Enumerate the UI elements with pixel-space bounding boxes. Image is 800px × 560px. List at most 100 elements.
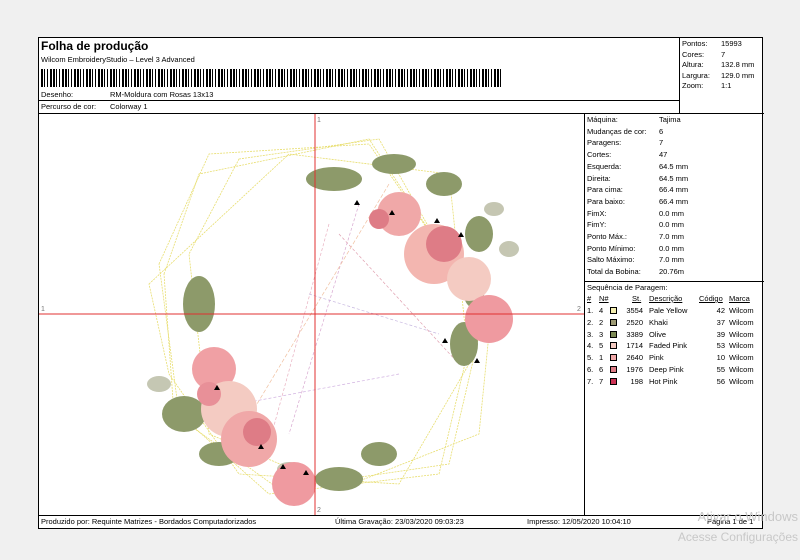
machine-info-label: FimX: [587, 208, 607, 218]
sequence-table: # N# St. Descrição Código Marca 1. 4 3554 Pale Ye… [587, 293, 763, 393]
roses [192, 192, 513, 506]
machine-info-label: FimY: [587, 220, 607, 230]
sequence-row: 5. 1 2640 Pink 10 Wilcom [587, 352, 767, 364]
machine-info-value: 64.5 mm [659, 173, 689, 183]
summary-label: Altura: [682, 60, 704, 69]
summary-value: 1:1 [721, 81, 732, 90]
sequence-cell-brand: Wilcom [729, 306, 754, 315]
machine-info-value: 47 [659, 150, 668, 160]
sequence-cell-code: 39 [716, 329, 725, 339]
sequence-header-row: # N# St. Descrição Código Marca [587, 293, 767, 305]
summary-value: 132.8 mm [721, 60, 755, 69]
machine-info-value: 0.0 mm [659, 208, 685, 218]
machine-info-value: 7.0 mm [659, 232, 685, 241]
sequence-cell-brand: Wilcom [729, 341, 754, 351]
sequence-cell-code: 55 [716, 365, 725, 374]
sequence-cell-st: 3554 [626, 306, 643, 315]
sequence-cell-brand: Wilcom [729, 365, 754, 374]
sequence-cell-desc: Hot Pink [649, 376, 678, 386]
sequence-row: 6. 6 1976 Deep Pink 55 Wilcom [587, 364, 767, 376]
colorway-value: Colorway 1 [110, 102, 148, 111]
barcode [41, 69, 503, 87]
jump-stitch-lines [238, 183, 460, 445]
colorway-label: Percurso de cor: [41, 102, 97, 111]
sequence-row: 4. 5 1714 Faded Pink 53 Wilcom [587, 340, 767, 352]
sequence-header-cell: Código [699, 294, 723, 303]
summary-value: 7 [721, 49, 726, 59]
sequence-cell-desc: Faded Pink [649, 341, 687, 351]
sequence-cell-n: 2 [599, 317, 604, 327]
sequence-cell-num: 7. [587, 376, 594, 386]
summary-label: Cores: [682, 49, 705, 59]
sequence-cell-code: 42 [716, 306, 725, 315]
activation-watermark-subtitle: Acesse Configurações [677, 530, 798, 544]
thread-color-swatch [610, 366, 617, 373]
summary-value: 15993 [721, 39, 742, 48]
sequence-cell-code: 56 [716, 376, 725, 386]
sequence-header-cell: Marca [729, 294, 750, 303]
sequence-cell-code: 37 [716, 317, 725, 327]
summary-value: 129.0 mm [721, 70, 755, 80]
machine-info-value: 0.0 mm [659, 243, 685, 253]
sequence-header-cell: N# [599, 294, 609, 303]
design-summary: Pontos: 15993 Cores: 7 Altura: 132.8 mm Largur… [682, 39, 762, 111]
machine-info-label: Para cima: [587, 185, 623, 195]
sequence-cell-num: 4. [587, 341, 594, 351]
sequence-cell-desc: Pale Yellow [649, 306, 688, 315]
activation-watermark-title: Ativar o Windows [697, 509, 798, 524]
sequence-cell-n: 7 [599, 376, 604, 386]
machine-info-value: 0.0 mm [659, 220, 685, 230]
machine-info-value: Tajima [659, 115, 681, 124]
machine-info-label: Salto Máximo: [587, 255, 635, 265]
stitch-markers [214, 200, 480, 475]
machine-info-value: 66.4 mm [659, 196, 689, 206]
footer-last-saved: Última Gravação: 23/03/2020 09:03:23 [335, 517, 464, 526]
footer-page: Página 1 de 1 [707, 517, 754, 526]
production-sheet: Folha de produção Wilcom EmbroideryStudi… [38, 37, 764, 529]
machine-info-label: Mudanças de cor: [587, 126, 647, 136]
sequence-cell-st: 2520 [626, 317, 643, 327]
machine-info-value: 7.0 mm [659, 255, 685, 265]
thread-color-swatch [610, 318, 617, 326]
footer-printed: Impresso: 12/05/2020 10:04:10 [527, 517, 631, 526]
summary-label: Pontos: [682, 39, 708, 48]
sequence-cell-n: 5 [599, 341, 604, 351]
sequence-cell-st: 3389 [626, 329, 643, 339]
machine-info-label: Cortes: [587, 150, 612, 160]
thread-color-swatch [610, 342, 617, 350]
sequence-cell-code: 10 [716, 353, 725, 363]
sequence-cell-num: 1. [587, 306, 594, 315]
design-canvas: 1 2 1 2 [39, 114, 584, 515]
sequence-row: 7. 7 198 Hot Pink 56 Wilcom [587, 376, 767, 388]
machine-info-value: 20.76m [659, 267, 685, 277]
summary-label: Zoom: [682, 81, 704, 90]
thread-color-swatch [610, 377, 617, 385]
design-label: Desenho: [41, 90, 74, 99]
machine-info-label: Esquerda: [587, 161, 622, 171]
sequence-cell-num: 6. [587, 365, 594, 374]
machine-info-value: 66.4 mm [659, 185, 689, 195]
machine-info-value: 64.5 mm [659, 161, 689, 171]
sequence-cell-code: 53 [716, 341, 725, 351]
page-title: Folha de produção [41, 39, 149, 53]
sequence-cell-brand: Wilcom [729, 376, 754, 386]
sequence-cell-num: 2. [587, 317, 594, 327]
machine-info-label: Paragens: [587, 138, 622, 148]
sequence-cell-st: 1976 [626, 365, 643, 374]
sequence-cell-st: 1714 [626, 341, 643, 351]
sequence-cell-desc: Olive [649, 329, 667, 339]
sequence-cell-num: 3. [587, 329, 594, 339]
sequence-cell-n: 4 [599, 306, 604, 315]
thread-color-swatch [610, 354, 617, 362]
sequence-row: 3. 3 3389 Olive 39 Wilcom [587, 329, 767, 341]
sequence-title: Sequência de Paragem: [587, 283, 668, 292]
sequence-cell-num: 5. [587, 353, 594, 363]
sequence-cell-st: 2640 [626, 353, 643, 363]
design-value: RM-Moldura com Rosas 13x13 [110, 90, 214, 99]
axis-label-bottom: 2 [317, 507, 321, 514]
sequence-cell-brand: Wilcom [729, 329, 754, 339]
footer-produced-by: Produzido por: Requinte Matrizes - Borda… [41, 517, 257, 526]
axis-label-right: 2 [577, 306, 581, 313]
sequence-row: 1. 4 3554 Pale Yellow 42 Wilcom [587, 305, 767, 317]
sequence-row: 2. 2 2520 Khaki 37 Wilcom [587, 317, 767, 329]
